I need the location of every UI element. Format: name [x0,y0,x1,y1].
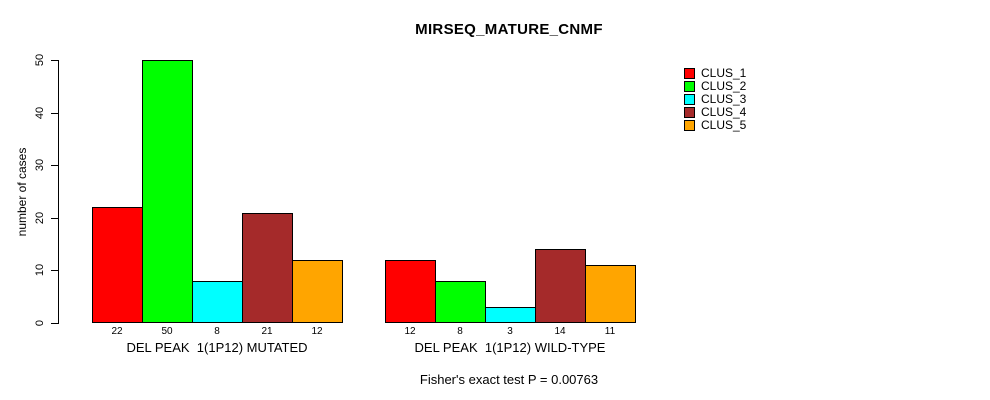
legend-label: CLUS_4 [701,105,747,119]
legend-item-clus_4: CLUS_4 [684,106,746,119]
bar-clus_3-group1 [192,281,243,323]
legend-swatch-icon [684,94,695,105]
chart-title: MIRSEQ_MATURE_CNMF [415,21,603,38]
y-tick-label: 20 [34,211,46,225]
legend-item-clus_1: CLUS_1 [684,67,746,80]
bar-value-label: 14 [554,326,566,337]
bar-value-label: 11 [604,326,616,337]
bar-value-label: 3 [507,326,513,337]
bar-clus_3-group2 [485,307,536,323]
bar-clus_5-group1 [292,260,343,323]
bar-value-label: 12 [311,326,323,337]
legend-swatch-icon [684,120,695,131]
legend: CLUS_1 CLUS_2 CLUS_3 CLUS_4 CLUS_5 [684,67,746,132]
bar-clus_1-group1 [92,207,143,323]
bar-clus_4-group2 [535,249,586,323]
bar-clus_1-group2 [385,260,436,323]
bar-value-label: 12 [404,326,416,337]
y-tick-label: 40 [34,106,46,120]
bar-clus_4-group1 [242,213,293,323]
group-label: DEL PEAK 1(1P12) WILD-TYPE [414,340,606,355]
y-axis-label: number of cases [15,147,29,237]
bar-value-label: 8 [457,326,463,337]
y-tick-label: 0 [34,319,46,327]
y-tick-mark [51,113,59,114]
bar-value-label: 50 [161,326,173,337]
legend-swatch-icon [684,68,695,79]
legend-item-clus_5: CLUS_5 [684,119,746,132]
legend-item-clus_2: CLUS_2 [684,80,746,93]
y-tick-mark [51,323,59,324]
y-tick-mark [51,270,59,271]
y-tick-mark [51,165,59,166]
legend-label: CLUS_1 [701,66,747,80]
y-tick-label: 50 [34,53,46,67]
y-tick-label: 10 [34,263,46,277]
legend-label: CLUS_2 [701,79,747,93]
bar-clus_2-group1 [142,60,193,323]
stat-annotation: Fisher's exact test P = 0.00763 [419,372,599,387]
y-tick-label: 30 [34,158,46,172]
legend-label: CLUS_5 [701,118,747,132]
y-axis-line [58,61,59,323]
bar-value-label: 8 [214,326,220,337]
legend-item-clus_3: CLUS_3 [684,93,746,106]
legend-swatch-icon [684,81,695,92]
bar-clus_5-group2 [585,265,636,323]
group-label: DEL PEAK 1(1P12) MUTATED [126,340,308,355]
bar-value-label: 22 [111,326,123,337]
bar-value-label: 21 [261,326,273,337]
legend-label: CLUS_3 [701,92,747,106]
y-tick-mark [51,218,59,219]
y-tick-mark [51,60,59,61]
legend-swatch-icon [684,107,695,118]
bar-clus_2-group2 [435,281,486,323]
